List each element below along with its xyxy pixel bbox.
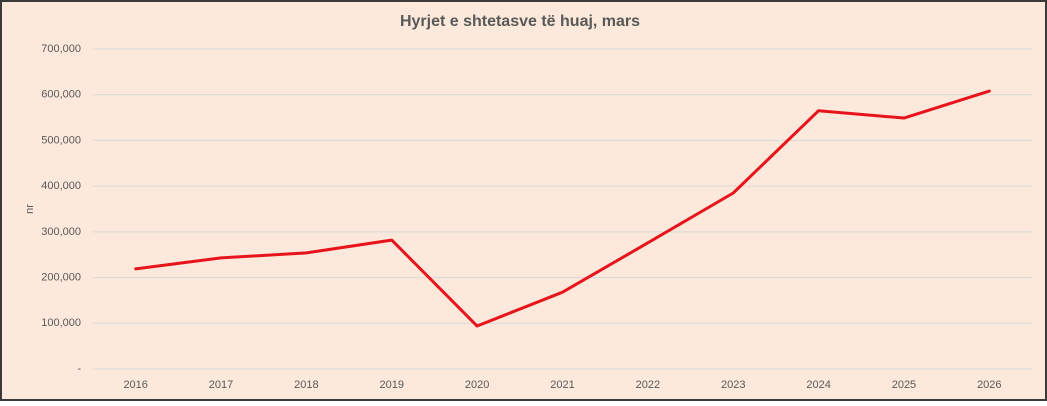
y-tick-label: 100,000 bbox=[41, 317, 81, 329]
x-tick-label: 2018 bbox=[294, 379, 318, 391]
x-tick-label: 2021 bbox=[550, 379, 574, 391]
x-tick-label: 2026 bbox=[977, 379, 1001, 391]
y-tick-label: 700,000 bbox=[41, 43, 81, 55]
y-tick-label: 600,000 bbox=[41, 89, 81, 101]
y-tick-label: 500,000 bbox=[41, 134, 81, 146]
x-tick-label: 2023 bbox=[721, 379, 745, 391]
data-line bbox=[134, 89, 991, 328]
x-tick-label: 2016 bbox=[123, 379, 147, 391]
x-tick-label: 2025 bbox=[892, 379, 916, 391]
y-tick-label: 200,000 bbox=[41, 271, 81, 283]
y-tick-label: 300,000 bbox=[41, 226, 81, 238]
y-tick-label: 400,000 bbox=[41, 180, 81, 192]
chart-title: Hyrjet e shtetasve të huaj, mars bbox=[400, 13, 640, 30]
y-axis-label: nr bbox=[24, 204, 36, 214]
x-tick-label: 2024 bbox=[806, 379, 830, 391]
x-tick-label: 2020 bbox=[465, 379, 489, 391]
y-tick-label: - bbox=[77, 363, 81, 375]
x-tick-label: 2017 bbox=[209, 379, 233, 391]
x-tick-label: 2019 bbox=[380, 379, 404, 391]
x-tick-label: 2022 bbox=[636, 379, 660, 391]
